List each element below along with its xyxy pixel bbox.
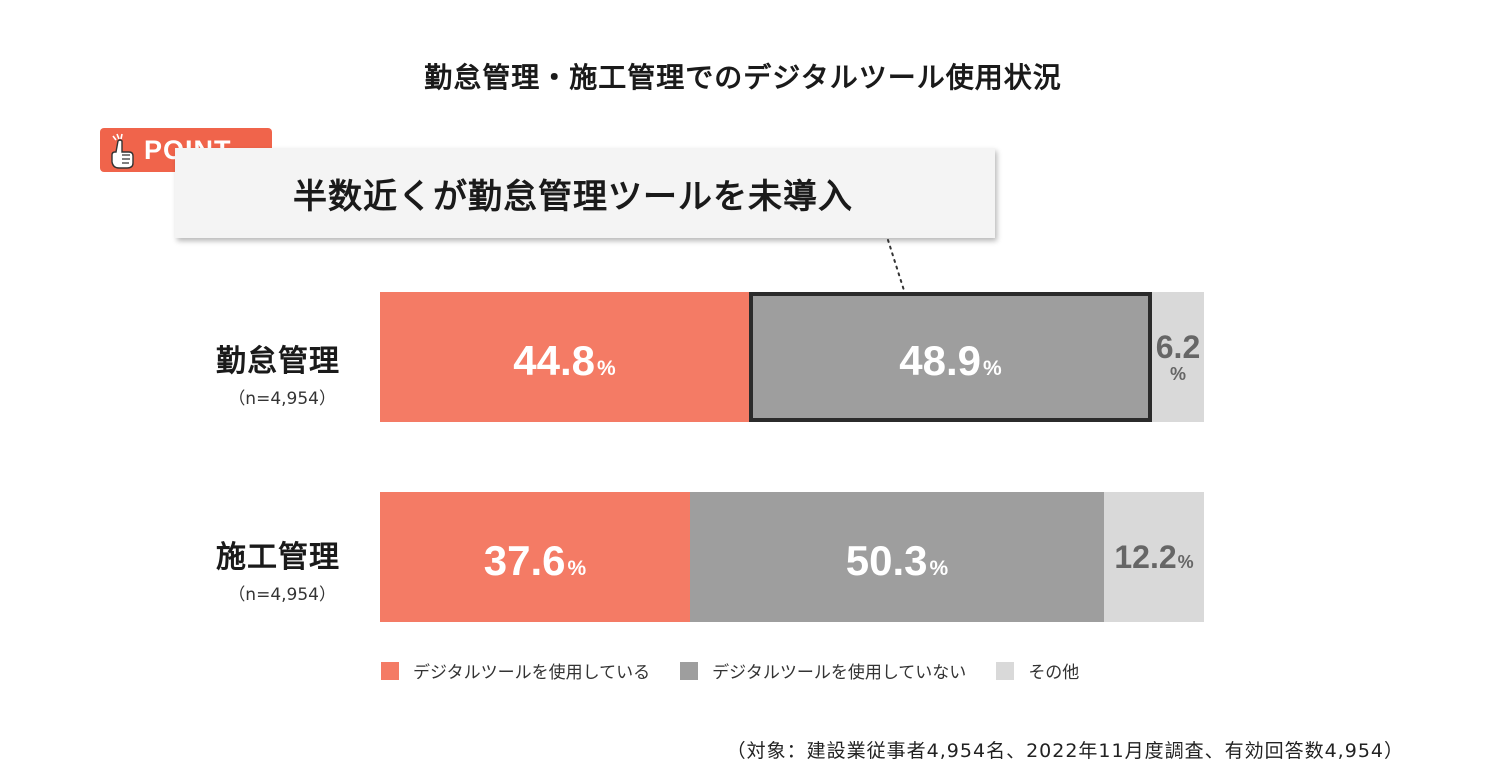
- legend-item: その他: [996, 658, 1079, 683]
- seg-other: 12.2%: [1104, 492, 1204, 622]
- row-sample-size: （n=4,954）: [228, 585, 336, 605]
- data-label-unit: %: [929, 557, 949, 580]
- data-label: 37.6%: [484, 537, 586, 585]
- seg-using: 37.6%: [380, 492, 690, 622]
- callout-text: 半数近くが勤怠管理ツールを未導入: [293, 176, 853, 217]
- row-sample-size: （n=4,954）: [228, 389, 336, 409]
- legend: デジタルツールを使用している デジタルツールを使用していない その他: [381, 658, 1109, 683]
- legend-swatch: [680, 661, 699, 680]
- row-label-attendance: 勤怠管理 （n=4,954）: [150, 336, 340, 409]
- footnote: （対象：建設業従事者4,954名、2022年11月度調査、有効回答数4,954）: [726, 740, 1404, 762]
- data-label-value: 48.9: [899, 337, 982, 384]
- seg-not-using: 50.3%: [690, 492, 1104, 622]
- row-name: 勤怠管理: [216, 344, 340, 379]
- callout-box: 半数近くが勤怠管理ツールを未導入: [175, 148, 995, 238]
- legend-swatch: [996, 661, 1015, 680]
- data-label-value: 6.2: [1155, 329, 1201, 365]
- row-label-construction: 施工管理 （n=4,954）: [150, 532, 340, 605]
- data-label: 48.9%: [899, 337, 1001, 385]
- row-name: 施工管理: [216, 540, 340, 575]
- legend-item: デジタルツールを使用している: [381, 658, 650, 683]
- seg-not-using: 48.9%: [749, 292, 1152, 422]
- data-label-unit: %: [1169, 364, 1186, 384]
- data-label: 44.8%: [513, 337, 615, 385]
- legend-label: デジタルツールを使用していない: [712, 663, 967, 683]
- data-label-unit: %: [1177, 551, 1194, 572]
- legend-swatch: [381, 661, 399, 680]
- bar-construction: 37.6% 50.3% 12.2%: [380, 492, 1204, 622]
- data-label: 12.2%: [1114, 539, 1193, 576]
- pointing-hand-icon: [111, 133, 134, 169]
- data-label-unit: %: [983, 357, 1002, 380]
- data-label-unit: %: [597, 357, 616, 380]
- legend-item: デジタルツールを使用していない: [680, 658, 966, 683]
- bar-attendance: 44.8% 48.9% 6.2%: [380, 292, 1204, 422]
- data-label-value: 44.8: [513, 337, 596, 384]
- data-label: 50.3%: [846, 537, 948, 585]
- legend-label: デジタルツールを使用している: [413, 663, 651, 683]
- seg-using: 44.8%: [380, 292, 749, 422]
- data-label-unit: %: [567, 557, 587, 580]
- seg-other: 6.2%: [1152, 292, 1204, 422]
- data-label-value: 37.6: [483, 537, 566, 584]
- data-label-value: 12.2: [1114, 538, 1177, 575]
- legend-label: その他: [1028, 663, 1080, 683]
- data-label-value: 50.3: [845, 537, 928, 584]
- data-label: 6.2%: [1156, 331, 1200, 383]
- chart-title: 勤怠管理・施工管理でのデジタルツール使用状況: [424, 61, 1062, 94]
